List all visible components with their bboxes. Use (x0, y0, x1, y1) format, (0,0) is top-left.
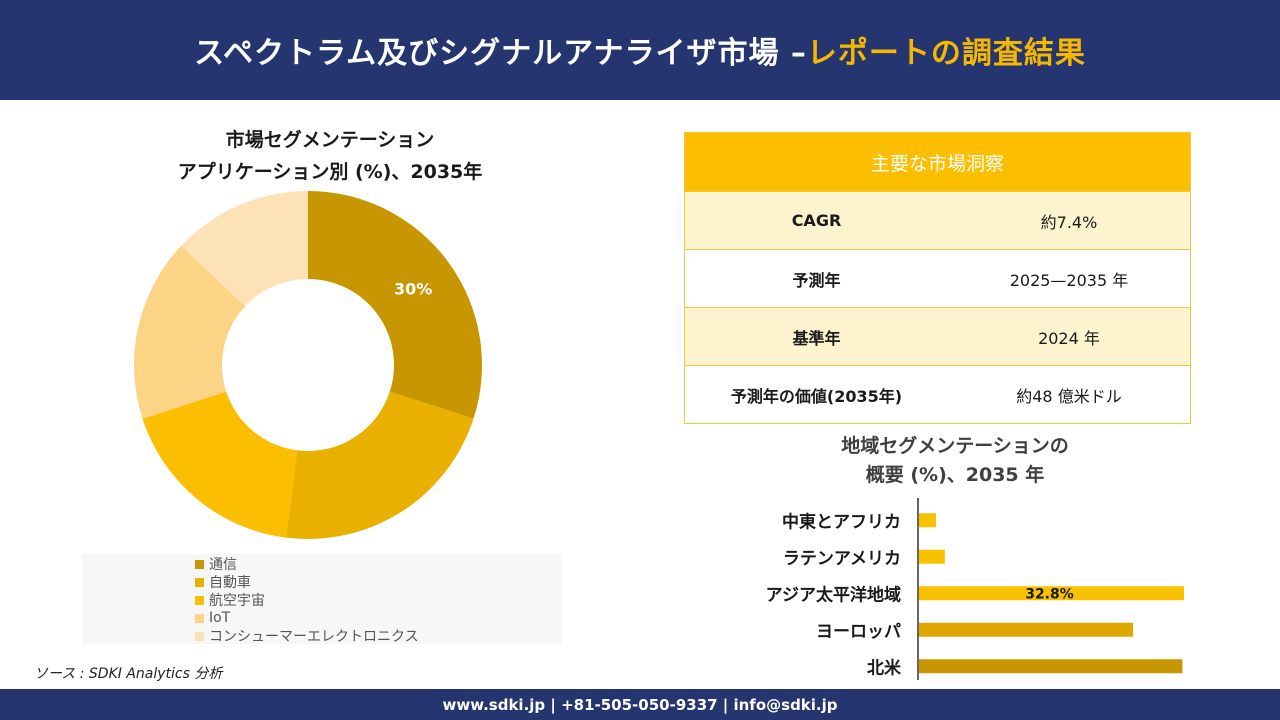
legend-swatch (195, 577, 204, 587)
donut-chart-title-line2: アプリケーション別 (%)、2035年 (177, 161, 483, 183)
region-category-label: 中東とアフリカ (782, 511, 901, 532)
region-category-label: 北米 (867, 657, 902, 678)
donut-slice (286, 391, 474, 539)
donut-slice (134, 245, 246, 419)
legend-label: 航空宇宙 (209, 593, 265, 609)
region-bar (919, 622, 1134, 637)
legend-label: コンシューマーエレクトロニクス (209, 629, 419, 645)
region-chart-title: 地域セグメンテーションの 概要 (%)、2035 年 (770, 432, 1140, 490)
donut-legend: 通信自動車航空宇宙 IoT コンシューマーエレクトロニクス (82, 554, 562, 645)
donut-slice (308, 191, 482, 419)
insight-value: 約48 億米ドル (1016, 386, 1122, 406)
header-banner: スペクトラム及びシグナルアナライザ市場 –レポートの調査結果 (0, 0, 1280, 100)
insight-label: CAGR (791, 211, 842, 230)
region-category-label: ラテンアメリカ (783, 549, 901, 569)
legend-item: 自動車 (195, 573, 562, 591)
contact-info: www.sdki.jp | +81-505-050-9337 | info@sd… (442, 695, 838, 714)
footer-banner: www.sdki.jp | +81-505-050-9337 | info@sd… (0, 689, 1280, 720)
insight-label: 予測年の価値(2035年) (730, 386, 903, 406)
region-chart-title-line2: 概要 (%)、2035 年 (865, 464, 1045, 486)
page-title-main: スペクトラム及びシグナルアナライザ市場 – (194, 36, 807, 71)
insight-row-forecast-years: 予測年 2025—2035 年 (685, 249, 1190, 307)
region-category-label: ヨーロッパ (816, 622, 901, 642)
legend-swatch (195, 613, 204, 623)
legend-item: IoT (195, 609, 562, 627)
region-bar (919, 549, 945, 564)
market-insights-header: 主要な市場洞察 (685, 133, 1190, 191)
region-bar (919, 659, 1183, 674)
donut-chart-title-line1: 市場セグメンテーション (225, 129, 435, 151)
market-insights-table: 主要な市場洞察 CAGR 約7.4% 予測年 2025—2035 年 基準年 2… (684, 132, 1191, 424)
donut-slice (142, 391, 298, 538)
legend-swatch (195, 595, 204, 605)
legend-label: IoT (209, 610, 231, 626)
legend-item: コンシューマーエレクトロニクス (195, 627, 562, 645)
legend-label: 自動車 (209, 575, 251, 591)
legend-swatch (195, 631, 204, 641)
insight-row-cagr: CAGR 約7.4% (685, 191, 1190, 249)
region-category-label: アジア太平洋地域 (766, 584, 901, 605)
source-note: ソース : SDKI Analytics 分析 (34, 666, 223, 682)
legend-item: 通信 (195, 555, 562, 573)
insight-row-forecast-value: 予測年の価値(2035年) 約48 億米ドル (685, 365, 1190, 423)
region-bar (919, 586, 1184, 601)
insight-label: 基準年 (792, 328, 841, 348)
insight-row-base-year: 基準年 2024 年 (685, 307, 1190, 365)
region-data-label: 32.8% (1025, 586, 1074, 602)
region-chart-title-line1: 地域セグメンテーションの (841, 435, 1069, 457)
legend-item: 航空宇宙 (195, 591, 562, 609)
donut-chart-title: 市場セグメンテーション アプリケーション別 (%)、2035年 (120, 124, 540, 188)
legend-swatch (195, 559, 204, 569)
insight-value: 2024 年 (1038, 328, 1100, 348)
insight-label: 予測年 (792, 270, 841, 290)
insight-value: 約7.4% (1040, 212, 1098, 232)
insight-value: 2025—2035 年 (1009, 270, 1129, 290)
legend-label: 通信 (209, 557, 237, 573)
page-title: スペクトラム及びシグナルアナライザ市場 –レポートの調査結果 (194, 28, 1086, 72)
donut-chart: 30% (134, 191, 482, 539)
region-bar (919, 513, 936, 528)
donut-slice (181, 191, 308, 307)
donut-data-label: 30% (394, 280, 432, 299)
page-title-highlight: レポートの調査結果 (806, 36, 1086, 71)
